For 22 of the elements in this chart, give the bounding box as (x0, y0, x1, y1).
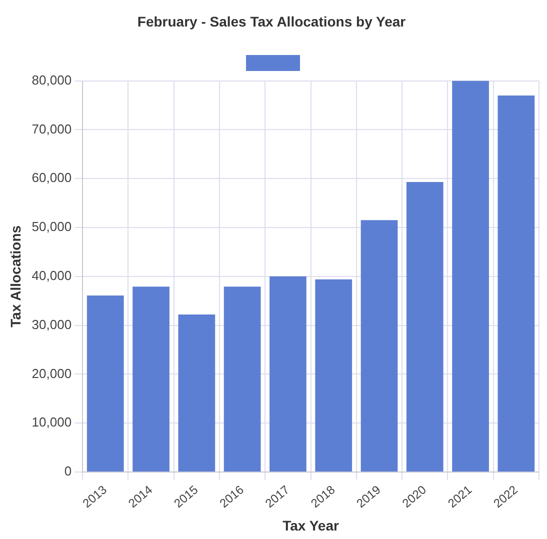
bar (132, 286, 170, 472)
y-tick-label: 40,000 (32, 268, 72, 283)
x-axis-title: Tax Year (282, 517, 340, 534)
y-tick-label: 20,000 (32, 366, 72, 381)
bar (270, 276, 306, 472)
y-tick-label: 50,000 (32, 219, 72, 234)
bar (498, 95, 535, 472)
bar (224, 286, 261, 472)
chart-title: February - Sales Tax Allocations by Year (137, 13, 406, 30)
y-tick-label: 70,000 (32, 121, 72, 136)
bar (315, 279, 352, 472)
y-tick-label: 80,000 (32, 72, 72, 88)
bar (86, 295, 124, 472)
y-tick-label: 0 (64, 464, 72, 479)
bar (452, 80, 489, 472)
y-axis-title: Tax Allocations (7, 225, 24, 328)
y-tick-label: 60,000 (32, 170, 72, 186)
y-tick-label: 30,000 (32, 316, 72, 332)
bar (406, 182, 444, 472)
bar (178, 314, 216, 472)
bar (360, 220, 398, 472)
y-tick-label: 10,000 (32, 414, 72, 430)
